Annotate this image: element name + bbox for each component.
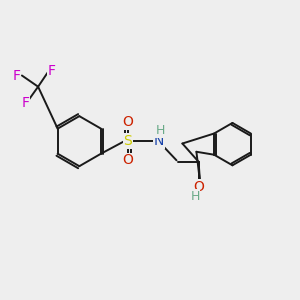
Text: H: H <box>156 124 165 137</box>
Text: O: O <box>193 180 204 194</box>
Text: F: F <box>48 64 56 78</box>
Text: O: O <box>122 153 134 167</box>
Text: N: N <box>154 134 164 148</box>
Text: F: F <box>22 97 30 110</box>
Text: O: O <box>122 115 134 129</box>
Text: H: H <box>190 190 200 203</box>
Text: F: F <box>13 68 21 83</box>
Text: S: S <box>124 134 132 148</box>
